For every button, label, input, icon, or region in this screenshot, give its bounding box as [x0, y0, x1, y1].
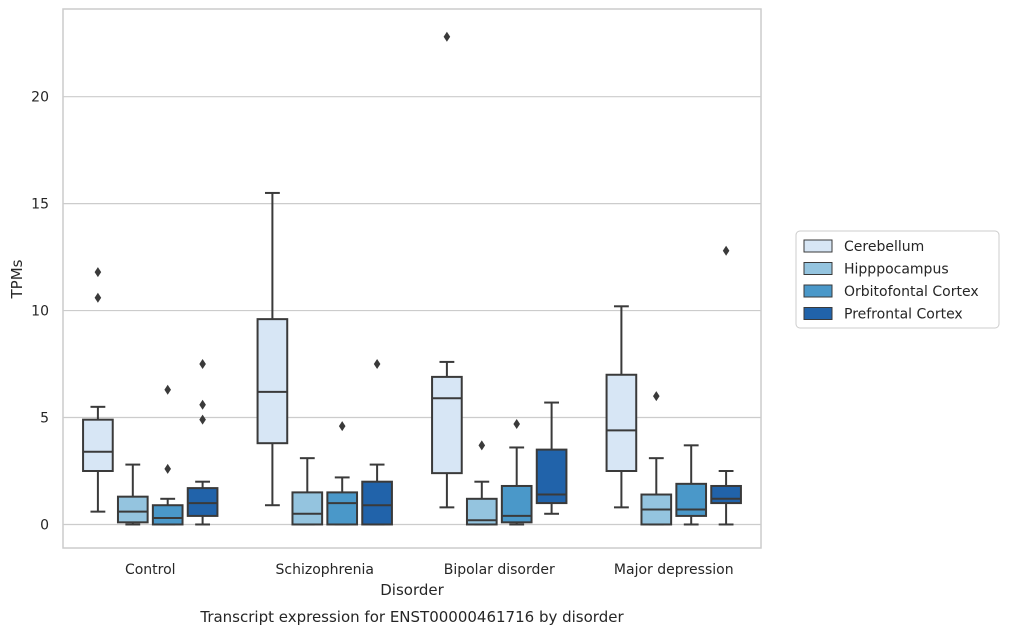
y-tick-label: 15	[31, 197, 49, 213]
box-cerebellum	[605, 305, 638, 509]
box-cerebellum	[82, 267, 114, 513]
box-iqr	[431, 375, 463, 475]
outlier-point	[338, 421, 346, 432]
y-tick-label: 0	[40, 517, 49, 533]
box-iqr	[82, 418, 114, 472]
box-iqr	[151, 504, 184, 526]
box-hipppocampus	[640, 391, 673, 526]
box-iqr	[291, 491, 324, 526]
box-hipppocampus	[465, 440, 498, 526]
x-tick-labels: Control Schizophrenia Bipolar disorder Majo…	[125, 562, 734, 578]
outlier-point	[199, 399, 206, 410]
y-tick-label: 10	[31, 304, 49, 320]
legend-frame	[795, 230, 1000, 329]
box-orbitofontal-cortex	[326, 421, 359, 526]
outlier-point	[373, 359, 381, 370]
outlier-point	[94, 292, 102, 303]
box-iqr	[326, 491, 359, 526]
x-tick-label: Control	[125, 562, 176, 578]
outlier-point	[443, 31, 451, 42]
outlier-point	[94, 267, 102, 278]
legend-label: Prefrontal Cortex	[844, 307, 963, 323]
box-iqr	[605, 373, 638, 472]
outlier-point	[722, 245, 730, 256]
box-prefrontal-cortex	[710, 245, 742, 526]
chart-caption: Transcript expression for ENST0000046171…	[199, 608, 624, 626]
legend: Cerebellum Hipppocampus Orbitofontal Corte…	[795, 230, 1000, 329]
y-tick-labels: 0 5 10 15 20	[31, 90, 49, 534]
box-hipppocampus	[116, 463, 149, 526]
outlier-point	[164, 463, 171, 474]
box-cerebellum	[256, 191, 289, 507]
outlier-point	[653, 391, 660, 402]
outlier-point	[199, 414, 206, 425]
y-tick-label: 20	[31, 90, 49, 106]
plot-frame	[62, 8, 762, 549]
box-prefrontal-cortex	[361, 359, 393, 526]
legend-swatch	[803, 262, 833, 275]
box-iqr	[186, 487, 219, 517]
y-axis-label: TPMs	[8, 259, 26, 299]
box-groups	[82, 31, 742, 526]
outlier-point	[199, 359, 206, 370]
x-tick-label: Schizophrenia	[276, 562, 374, 578]
box-iqr	[361, 480, 393, 526]
y-tick-label: 5	[40, 411, 49, 427]
box-cerebellum	[431, 31, 463, 509]
x-tick-label: Bipolar disorder	[444, 562, 555, 578]
outlier-point	[513, 418, 520, 429]
outlier-point	[478, 440, 486, 451]
legend-label: Orbitofontal Cortex	[844, 284, 979, 300]
x-tick-label: Major depression	[614, 562, 734, 578]
box-iqr	[116, 495, 149, 524]
box-orbitofontal-cortex	[675, 444, 708, 526]
x-axis-label: Disorder	[380, 581, 444, 599]
legend-label: Cerebellum	[844, 239, 924, 255]
box-iqr	[710, 484, 742, 505]
box-orbitofontal-cortex	[151, 384, 184, 526]
legend-swatch	[803, 307, 833, 320]
outlier-point	[164, 384, 171, 395]
box-prefrontal-cortex	[186, 359, 219, 526]
box-iqr	[256, 318, 289, 445]
box-prefrontal-cortex	[535, 401, 568, 515]
box-hipppocampus	[291, 457, 324, 526]
box-orbitofontal-cortex	[500, 418, 533, 526]
legend-label: Hipppocampus	[844, 262, 949, 278]
legend-swatch	[803, 284, 833, 298]
legend-swatch	[803, 239, 833, 253]
box-iqr	[675, 482, 708, 517]
